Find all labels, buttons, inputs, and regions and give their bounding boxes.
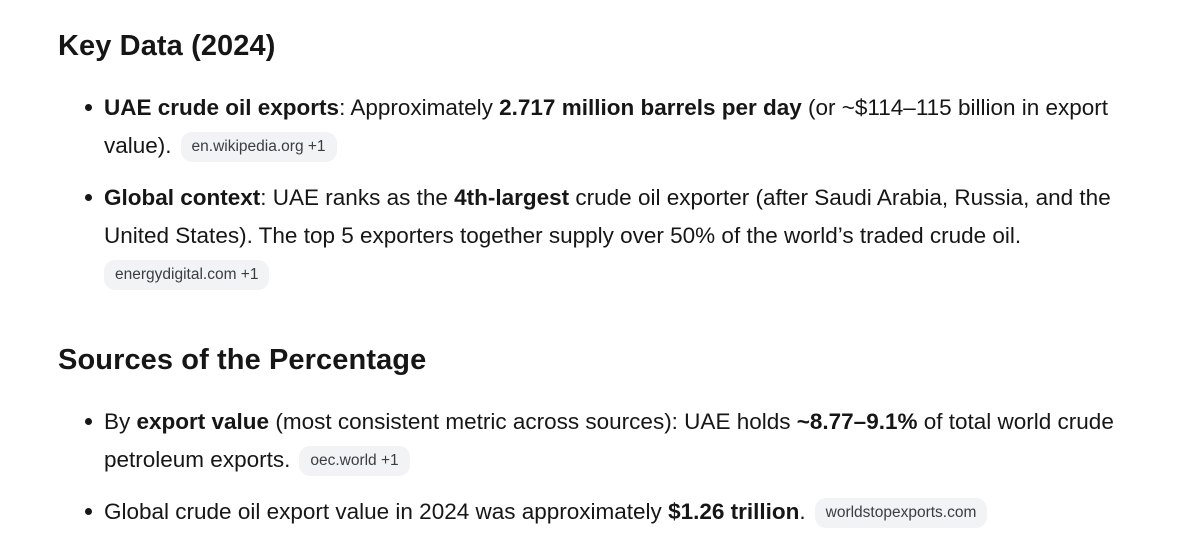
list-item-global-value: Global crude oil export value in 2024 wa… — [58, 493, 1168, 531]
item-bold-value: 4th-largest — [454, 185, 570, 210]
source-chip-wikipedia[interactable]: en.wikipedia.org +1 — [180, 132, 337, 162]
item-bold-value: $1.26 trillion — [668, 499, 800, 524]
item-bold-value: ~8.77–9.1% — [796, 409, 918, 434]
source-chip-energydigital[interactable]: energydigital.com +1 — [104, 260, 270, 290]
item-bold-label: UAE crude oil exports — [104, 95, 340, 120]
item-bold-label: Global context — [104, 185, 261, 210]
item-bold-label: export value — [136, 409, 270, 434]
section-heading-sources: Sources of the Percentage — [58, 344, 427, 376]
item-text: crude oil exporter (after Saudi Arabia, … — [104, 185, 1111, 248]
item-text: . — [799, 499, 806, 524]
key-data-list: UAE crude oil exports: Approximately 2.7… — [58, 89, 1168, 307]
source-chip-oec[interactable]: oec.world +1 — [299, 446, 410, 476]
item-bold-value: 2.717 million barrels per day — [499, 95, 802, 120]
item-text: of total world crude petroleum exports. — [104, 409, 1114, 472]
item-text: By — [104, 409, 137, 434]
item-text: (most consistent metric across sources):… — [269, 409, 797, 434]
list-item-global-context: Global context: UAE ranks as the 4th-lar… — [58, 179, 1168, 293]
item-text: Global crude oil export value in 2024 wa… — [104, 499, 669, 524]
list-item-uae-exports: UAE crude oil exports: Approximately 2.7… — [58, 89, 1168, 165]
list-item-export-value: By export value (most consistent metric … — [58, 403, 1168, 479]
item-text: : UAE ranks as the — [260, 185, 455, 210]
sources-list: By export value (most consistent metric … — [58, 403, 1168, 545]
item-text: : Approximately — [339, 95, 500, 120]
item-text: (or ~$114–115 billion in export value). — [104, 95, 1109, 158]
source-chip-worldstopexports[interactable]: worldstopexports.com — [814, 498, 988, 528]
section-heading-key-data: Key Data (2024) — [58, 30, 276, 62]
